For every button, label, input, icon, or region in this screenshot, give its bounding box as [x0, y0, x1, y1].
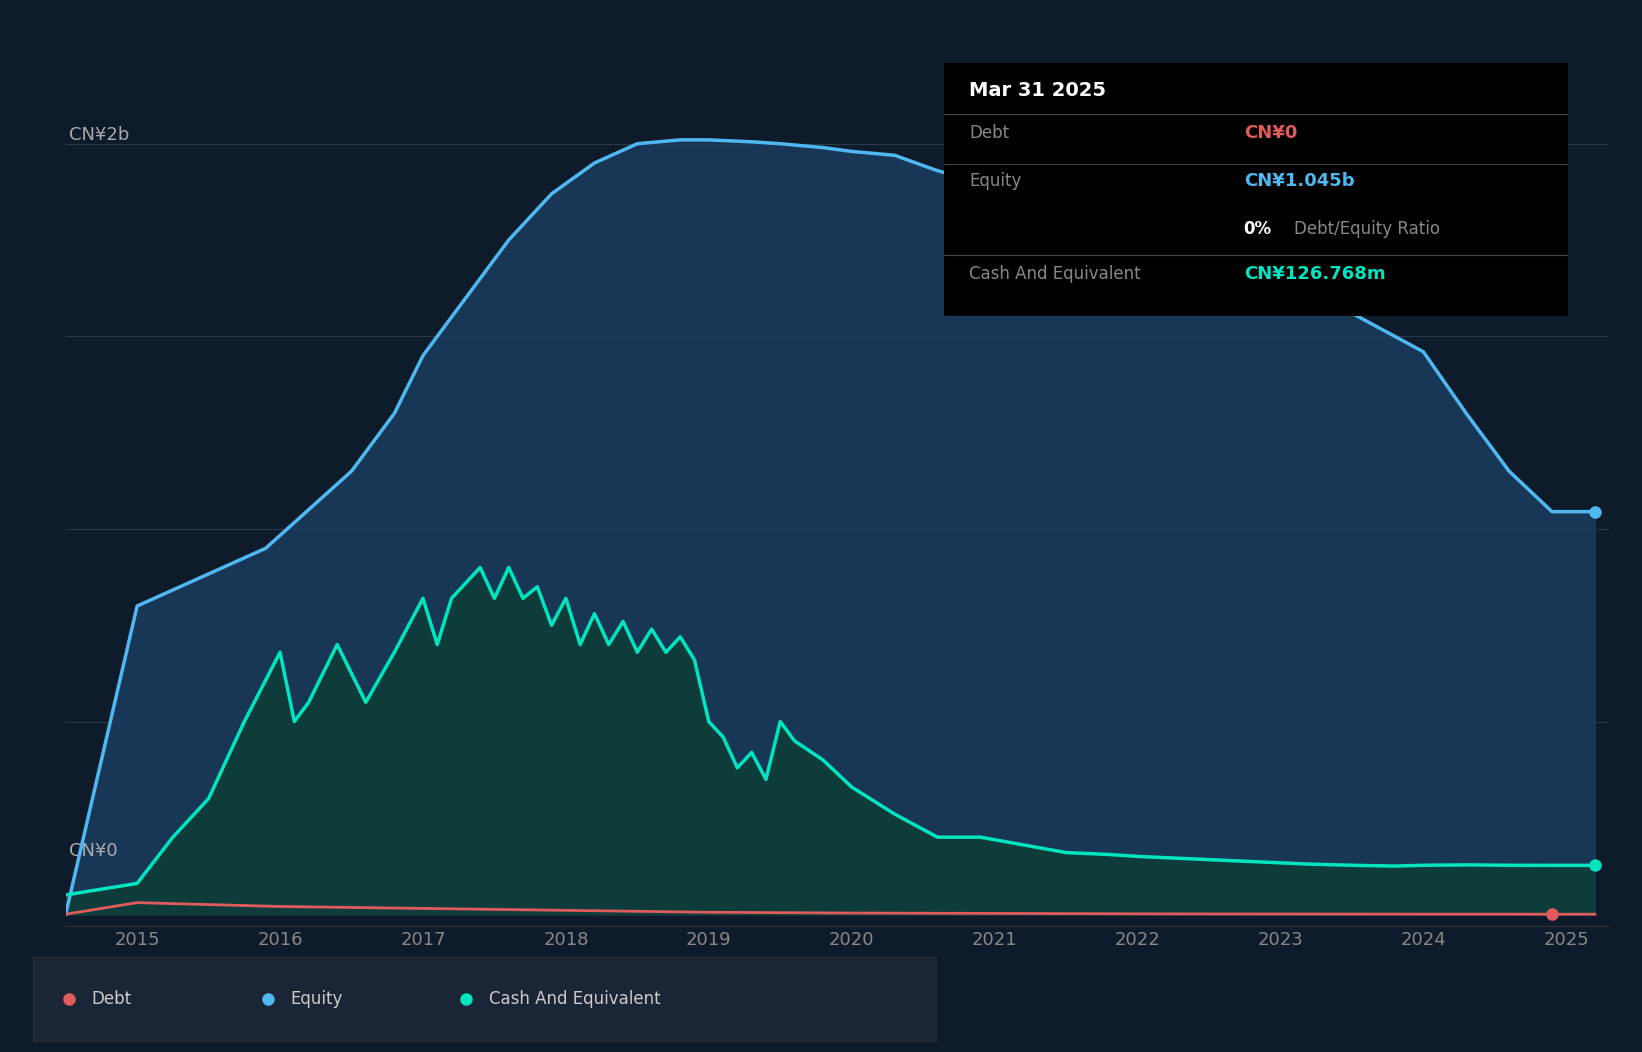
Text: Equity: Equity [969, 171, 1021, 189]
Text: Debt: Debt [969, 124, 1010, 142]
Text: Cash And Equivalent: Cash And Equivalent [489, 990, 660, 1009]
Text: CN¥126.768m: CN¥126.768m [1243, 265, 1386, 283]
Text: Mar 31 2025: Mar 31 2025 [969, 81, 1107, 100]
Text: CN¥0: CN¥0 [1243, 124, 1297, 142]
Text: CN¥2b: CN¥2b [69, 125, 130, 144]
Text: Debt: Debt [92, 990, 131, 1009]
Text: Cash And Equivalent: Cash And Equivalent [969, 265, 1141, 283]
Text: Debt/Equity Ratio: Debt/Equity Ratio [1294, 220, 1440, 238]
Text: CN¥0: CN¥0 [69, 842, 117, 861]
Text: Equity: Equity [291, 990, 343, 1009]
Text: 0%: 0% [1243, 220, 1273, 238]
Text: CN¥1.045b: CN¥1.045b [1243, 171, 1355, 189]
